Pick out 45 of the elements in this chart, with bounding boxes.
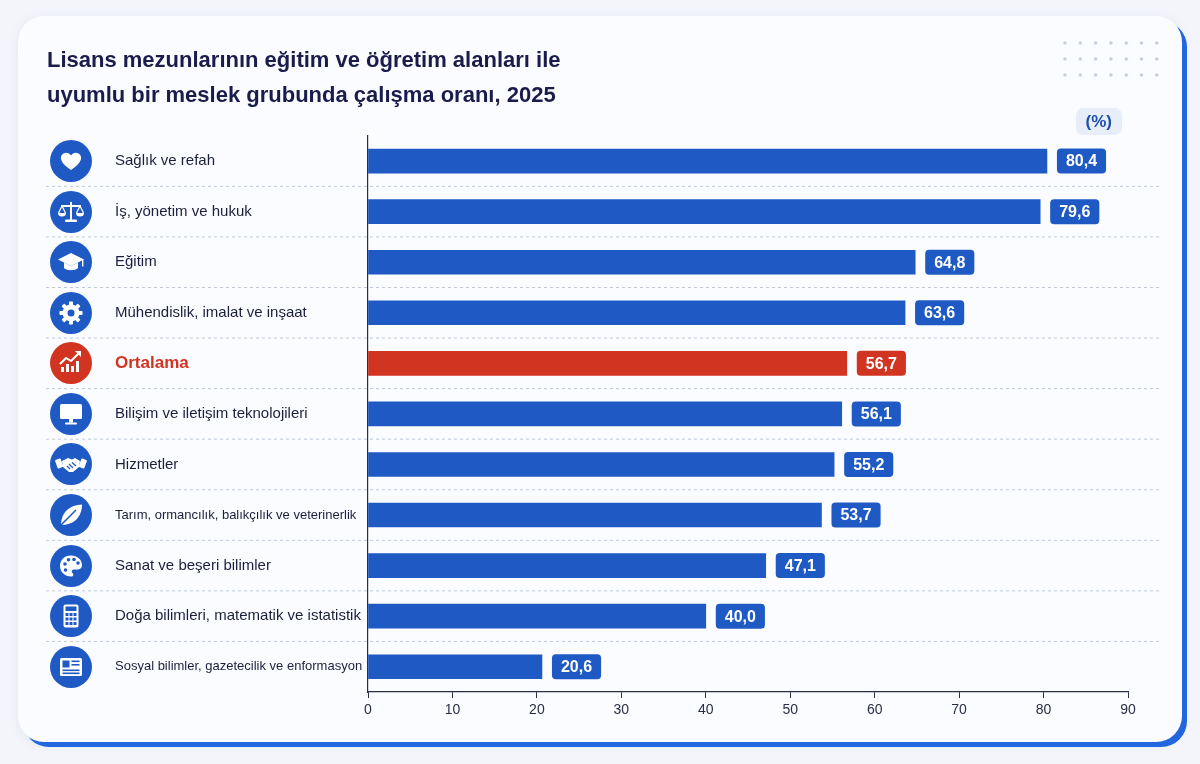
y-tick-label: Doğa bilimleri, matematik ve istatistik (115, 606, 362, 624)
data-label: 20,6 (560, 658, 593, 676)
data-label: 63,6 (924, 304, 956, 322)
bar (368, 401, 843, 427)
y-tick-label: Ortalama (115, 353, 190, 373)
bar (368, 300, 906, 326)
y-tick-label: Sağlık ve refah (115, 151, 216, 169)
x-tick-label: 40 (697, 701, 714, 718)
data-label: 40,0 (724, 607, 757, 625)
bar (368, 249, 916, 275)
x-tick-label: 30 (613, 701, 630, 718)
y-tick-label: Hizmetler (115, 454, 179, 472)
x-tick-label: 20 (529, 701, 545, 718)
bar (368, 553, 767, 578)
data-label: 53,7 (840, 506, 872, 524)
y-tick-label: İş, yönetim ve hukuk (115, 201, 253, 219)
y-tick-label: Sanat ve beşeri bilimler (115, 555, 271, 573)
text: (%) (1075, 108, 1122, 135)
y-tick-label: Tarım, ormancılık, balıkçılık ve veterinerlik (115, 506, 357, 522)
data-label: 64,8 (934, 253, 966, 271)
data-label: 55,2 (853, 455, 885, 473)
x-tick-label: 0 (364, 701, 373, 718)
y-tick-label: Sosyal bilimler, gazetecilik ve enformasyon (115, 658, 363, 674)
bar (368, 654, 543, 680)
bar (368, 452, 835, 477)
y-tick-label: Mühendislik, imalat ve inşaat (115, 302, 308, 320)
y-tick-label: Eğitim (115, 252, 157, 270)
data-label: 56,7 (865, 354, 898, 372)
x-tick-label: 90 (1120, 701, 1136, 718)
bar (368, 199, 1041, 224)
data-label: 47,1 (784, 557, 816, 574)
x-tick-label: 10 (444, 701, 461, 718)
data-label: 79,6 (1059, 203, 1091, 221)
x-tick-label: 50 (782, 701, 799, 718)
data-label: 56,1 (860, 405, 892, 423)
bar (368, 351, 848, 376)
bar (368, 603, 707, 629)
bar (368, 148, 1048, 174)
y-tick-label: Bilişim ve iletişim teknolojileri (115, 404, 308, 422)
data-label: 80,4 (1065, 152, 1098, 170)
x-tick-label: 80 (1035, 701, 1052, 718)
x-tick-label: 60 (866, 701, 883, 718)
x-tick-label: 70 (951, 701, 968, 718)
chart-title: Lisans mezunlarının eğitim ve öğretim alanları ile uyumlu bir meslek grubunda çalışma oranı, 2025 (47, 46, 562, 109)
bar (368, 502, 822, 528)
